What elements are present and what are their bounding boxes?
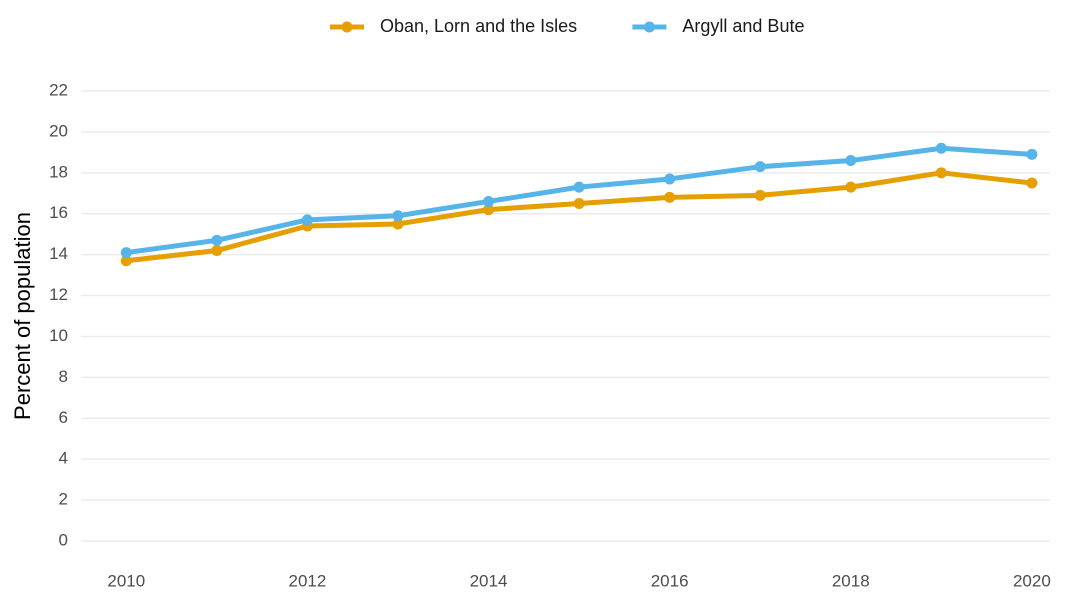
legend-swatch-dot xyxy=(643,21,655,33)
data-point xyxy=(754,189,766,201)
x-tick-label: 2010 xyxy=(107,571,145,590)
x-tick-label: 2014 xyxy=(470,571,508,590)
y-tick-label: 12 xyxy=(49,285,68,304)
x-tick-label: 2020 xyxy=(1013,571,1051,590)
y-axis-label: Percent of population xyxy=(10,212,35,420)
data-point xyxy=(1026,148,1038,160)
y-tick-label: 0 xyxy=(59,530,68,549)
data-point xyxy=(573,198,585,209)
data-point xyxy=(483,204,495,216)
y-tick-label: 22 xyxy=(49,80,68,99)
data-point xyxy=(392,210,404,222)
y-tick-label: 16 xyxy=(49,203,68,222)
y-tick-label: 2 xyxy=(59,490,68,509)
y-tick-label: 4 xyxy=(59,449,68,468)
data-point xyxy=(301,214,313,226)
y-tick-label: 6 xyxy=(59,408,68,427)
data-point xyxy=(120,255,132,267)
legend-swatch-dot xyxy=(341,21,353,33)
y-tick-label: 18 xyxy=(49,162,68,181)
data-point xyxy=(935,167,947,179)
y-tick-label: 10 xyxy=(49,326,68,345)
data-point xyxy=(845,155,857,167)
y-tick-label: 20 xyxy=(49,121,68,140)
y-tick-label: 8 xyxy=(59,367,68,386)
data-point xyxy=(392,218,404,230)
data-point xyxy=(483,195,495,207)
data-point xyxy=(664,173,676,185)
data-point xyxy=(120,247,132,259)
x-tick-label: 2018 xyxy=(832,571,870,590)
data-point xyxy=(211,245,223,257)
data-point xyxy=(754,161,766,173)
legend-label: Argyll and Bute xyxy=(682,16,804,36)
data-point xyxy=(664,191,676,203)
data-point xyxy=(1026,177,1038,189)
y-tick-label: 14 xyxy=(49,244,68,263)
legend-label: Oban, Lorn and the Isles xyxy=(380,16,577,36)
data-point xyxy=(845,181,857,193)
data-point xyxy=(573,181,585,193)
data-point xyxy=(935,142,947,154)
x-tick-label: 2012 xyxy=(288,571,326,590)
data-point xyxy=(211,234,223,246)
x-tick-label: 2016 xyxy=(651,571,689,590)
